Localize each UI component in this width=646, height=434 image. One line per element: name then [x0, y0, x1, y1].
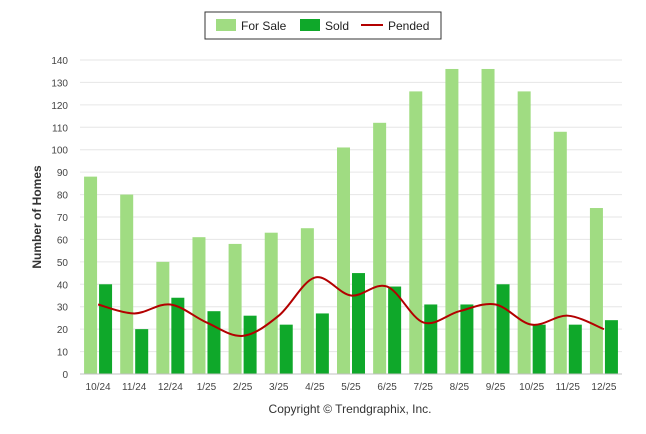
bar-sold	[352, 273, 365, 374]
x-tick-label: 7/25	[414, 382, 434, 393]
x-tick-label: 6/25	[377, 382, 397, 393]
legend-swatch-for-sale	[216, 19, 236, 31]
x-tick-label: 10/24	[86, 382, 111, 393]
legend-label-pended: Pended	[388, 19, 429, 33]
bar-sold	[315, 313, 329, 374]
y-tick-label: 140	[51, 56, 68, 67]
y-tick-label: 120	[51, 101, 68, 112]
legend-label-for-sale: For Sale	[241, 19, 287, 33]
bar-sold	[99, 284, 113, 374]
y-tick-label: 0	[62, 370, 68, 381]
bar-sold	[568, 324, 582, 374]
x-tick-label: 3/25	[269, 382, 289, 393]
bar-for-sale	[337, 147, 350, 374]
x-tick-label: 5/25	[341, 382, 361, 393]
bar-sold	[207, 311, 221, 374]
y-tick-label: 110	[52, 123, 68, 134]
gridlines	[80, 59, 622, 353]
x-tick-label: 11/24	[122, 382, 147, 393]
copyright-credit: Copyright © Trendgraphix, Inc.	[269, 402, 432, 416]
bar-sold	[604, 320, 618, 374]
bar-for-sale	[517, 91, 531, 375]
legend: For Sale Sold Pended	[204, 11, 442, 40]
bar-for-sale	[120, 194, 134, 374]
y-tick-label: 40	[57, 280, 69, 291]
bar-for-sale	[192, 237, 206, 374]
y-tick-label: 10	[57, 348, 69, 359]
y-tick-label: 80	[57, 191, 69, 202]
bar-sold	[135, 329, 149, 374]
bar-sold	[532, 324, 546, 374]
bar-for-sale	[84, 176, 98, 374]
bar-for-sale	[553, 131, 567, 374]
legend-box	[204, 11, 442, 40]
pended-line-path	[97, 276, 605, 337]
y-tick-label: 20	[57, 325, 69, 336]
x-axis-ticks: 10/24 11/24 12/24 1/25 2/25 3/25 4/25 5/25 6/25 7…	[86, 382, 617, 393]
x-tick-label: 1/25	[197, 382, 217, 393]
legend-swatch-sold	[300, 19, 320, 31]
bar-for-sale	[264, 232, 278, 374]
x-tick-label: 12/24	[158, 382, 183, 393]
y-tick-label: 100	[51, 146, 68, 157]
y-tick-label: 90	[57, 168, 69, 179]
bar-for-sale	[228, 243, 242, 374]
pended-line	[97, 276, 605, 337]
legend-label-sold: Sold	[325, 19, 349, 33]
bar-sold	[279, 324, 293, 374]
y-tick-label: 50	[57, 258, 69, 269]
bar-for-sale	[300, 228, 314, 374]
y-tick-label: 30	[57, 303, 69, 314]
y-tick-label: 60	[57, 235, 69, 246]
y-tick-label: 130	[51, 78, 68, 89]
bar-sold	[388, 286, 402, 374]
bar-sold	[460, 304, 474, 374]
bar-for-sale	[156, 261, 170, 374]
x-tick-label: 11/25	[556, 382, 581, 393]
x-tick-label: 9/25	[486, 382, 506, 393]
y-axis-ticks: 0 10 20 30 40 50 60 70 80 90 100 110 120 130 140	[51, 56, 68, 381]
x-tick-label: 2/25	[233, 382, 253, 393]
y-axis-label: Number of Homes	[30, 165, 44, 269]
bar-sold	[243, 315, 257, 374]
bar-sold	[496, 284, 510, 374]
bar-for-sale	[373, 122, 387, 374]
bar-for-sale	[445, 68, 459, 374]
bar-for-sale	[409, 91, 423, 375]
bar-sold	[424, 304, 438, 374]
y-tick-label: 70	[57, 213, 69, 224]
bar-sold	[171, 297, 185, 374]
x-tick-label: 10/25	[519, 382, 544, 393]
bar-for-sale	[481, 68, 495, 374]
x-tick-label: 4/25	[305, 382, 325, 393]
x-tick-label: 12/25	[591, 382, 616, 393]
bar-for-sale	[589, 208, 603, 374]
x-tick-label: 8/25	[450, 382, 470, 393]
bars	[84, 68, 618, 375]
